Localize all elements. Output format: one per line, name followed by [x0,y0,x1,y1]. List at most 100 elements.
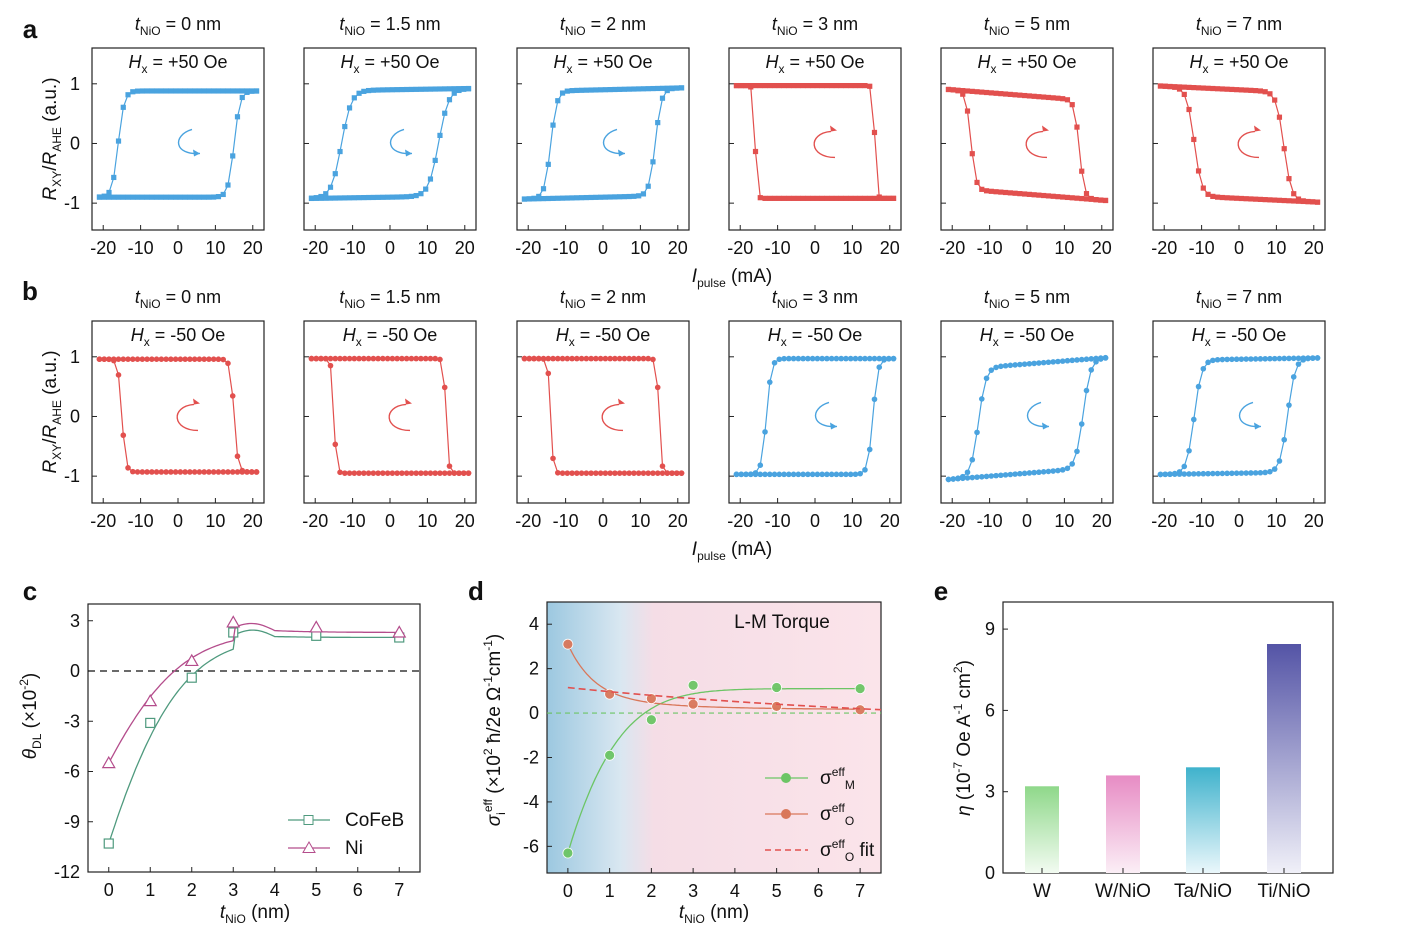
loop-point [790,355,797,362]
loop-point [950,87,956,93]
y-tick-label: -1 [64,193,80,213]
loop-point [748,84,754,90]
loop-point [531,355,537,362]
loop-point [857,82,863,89]
loop-point [1031,93,1037,99]
loop-point [210,469,217,475]
loop-point [974,429,980,436]
loop-point [1162,83,1168,89]
loop-point [752,470,759,476]
loop-point [173,88,179,94]
loop-point [370,355,377,362]
loop-point [230,153,236,159]
loop-point [526,196,532,202]
loop-point [370,194,376,201]
loop-point [380,355,386,362]
loop-point [1186,471,1192,477]
loop-point [559,90,566,96]
loop-point [365,355,372,362]
loop-point [743,83,749,89]
loop-point [1214,194,1221,200]
counterclockwise-arrow [1026,401,1050,428]
loop-point [621,86,628,92]
x-tick-label: 2 [646,881,656,901]
loop-point [446,463,453,469]
loop-point [747,471,754,477]
x-tick-label: -20 [939,238,965,258]
loop-point [1045,359,1052,366]
data-point [604,749,616,761]
loop-point [640,355,647,362]
data-point-Ni [101,755,116,769]
loop-point [752,82,759,89]
loop-point [1191,136,1197,143]
loop-point [1238,195,1244,202]
arrow-head [193,398,200,405]
loop-point [786,471,792,478]
x-tick-label: 20 [1304,511,1324,531]
counterclockwise-arrow [814,401,838,428]
loop-point [631,86,637,92]
loop-point [857,470,864,477]
x-tick-label: 0 [1022,238,1032,258]
loop-point [819,195,825,201]
data-point [562,638,574,650]
loop-point [1243,356,1249,362]
x-tick-label: 10 [1266,511,1286,531]
loop-point [134,469,141,475]
loop-point [106,189,112,196]
loop-point [1074,195,1080,201]
loop-point [234,114,241,120]
loop-point [1234,87,1240,93]
loop-point [163,88,169,94]
loop-point [1171,470,1178,477]
loop-point [645,470,652,476]
loop-point [1314,355,1321,361]
loop-point [404,86,410,93]
loop-point [1064,357,1071,364]
loop-point [733,471,740,478]
loop-point [191,469,198,475]
loop-point [1190,416,1197,423]
loop-point [342,195,348,201]
loop-point [149,469,155,475]
loop-point [988,367,995,373]
loop-point [771,471,778,478]
loop-point [332,171,338,177]
loop-point [564,355,571,362]
loop-point [598,194,604,200]
loop-point [847,471,854,478]
loop-point [1257,356,1264,362]
loop-point [1238,87,1244,93]
loop-point [346,355,353,362]
loop-point [871,355,878,362]
loop-point [361,194,367,201]
loop-point [1040,359,1047,366]
loop-point [1088,356,1095,362]
x-tick-label: 20 [668,238,688,258]
loop-point [578,87,585,93]
subplot-b-4: tNiO = 5 nm Hx = -50 Oe -20 -10 0 10 20 [939,287,1114,531]
loop-point [1214,356,1221,363]
loop-point [964,88,971,94]
loop-point [1219,356,1226,363]
loop-line [1160,85,1318,203]
loop-point [862,355,868,362]
loop-point [1050,468,1056,474]
loop-point [955,88,961,94]
loop-point [460,470,467,476]
x-tick-label: 10 [1054,511,1074,531]
loop-point [125,194,131,200]
loop-point [1002,362,1009,369]
loop-point [964,469,971,476]
clockwise-arrow [1025,130,1048,159]
panel-label-c: c [23,576,37,606]
loop-point [1074,124,1080,130]
loop-point [465,85,472,92]
loop-point [130,89,136,95]
loop-point [163,194,169,200]
loop-point [1021,361,1028,367]
loop-point [356,195,362,201]
